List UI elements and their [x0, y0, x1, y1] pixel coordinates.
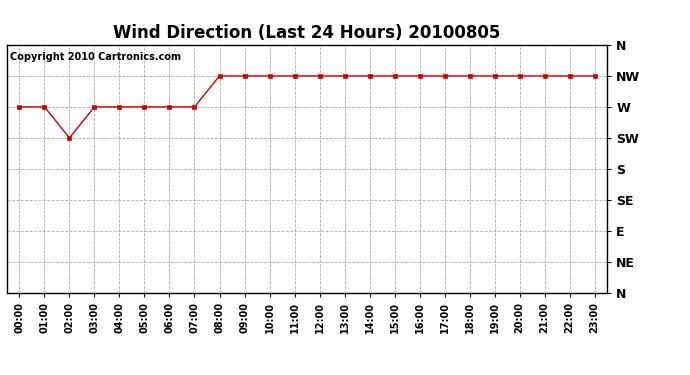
Title: Wind Direction (Last 24 Hours) 20100805: Wind Direction (Last 24 Hours) 20100805	[113, 24, 501, 42]
Text: Copyright 2010 Cartronics.com: Copyright 2010 Cartronics.com	[10, 53, 181, 62]
